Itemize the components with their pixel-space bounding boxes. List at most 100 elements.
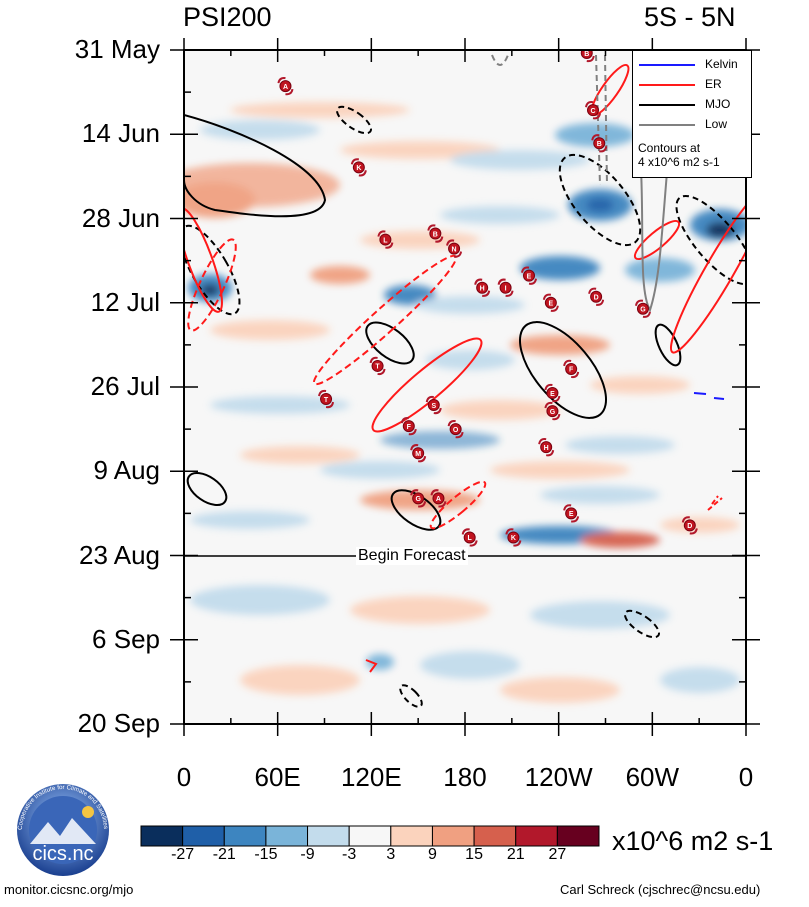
shading-layer — [184, 102, 746, 703]
storm-marker: E — [542, 293, 559, 312]
x-tick-label: 120E — [340, 762, 402, 792]
storm-marker: A — [277, 76, 294, 96]
storm-marker: N — [446, 239, 463, 258]
colorbar — [140, 825, 600, 847]
legend: Kelvin ER MJO Low Contours at 4 x10^6 m2… — [632, 50, 752, 178]
storm-marker: B — [427, 224, 444, 243]
storm-label: G — [550, 409, 556, 416]
colorbar-swatch — [223, 825, 267, 847]
colorbar-label: -27 — [171, 846, 195, 863]
y-tick-label: 20 Sep — [77, 708, 160, 738]
storm-marker: G — [410, 489, 427, 508]
mjo-contour — [365, 321, 415, 365]
storm-marker: D — [588, 287, 605, 306]
storm-marker: T — [318, 389, 335, 409]
storm-marker: L — [377, 230, 394, 249]
mjo-contour-negative — [335, 105, 373, 135]
y-tick-label: 28 Jun — [81, 202, 160, 233]
x-tick-label: 180 — [443, 762, 487, 792]
storm-marker: C — [585, 101, 601, 120]
storm-marker: E — [521, 266, 537, 285]
storm-label: F — [569, 367, 574, 374]
er-contour — [633, 219, 681, 261]
storm-label: G — [640, 307, 646, 314]
colorbar-swatch — [390, 825, 433, 847]
storm-label: S — [431, 403, 436, 410]
mjo-contour-negative — [399, 684, 423, 708]
colorbar-swatch — [182, 825, 225, 847]
er-contour-negative — [707, 495, 723, 511]
storm-label: O — [453, 427, 459, 434]
er-contour — [669, 186, 746, 354]
y-tick-label: 31 May — [74, 34, 160, 64]
colorbar-label: 3 — [386, 846, 396, 863]
storm-marker: O — [447, 419, 464, 439]
storm-label: D — [594, 295, 599, 302]
storm-label: I — [505, 286, 507, 293]
storm-marker: B — [591, 134, 608, 153]
er-contour — [184, 207, 223, 313]
mjo-contour — [186, 472, 228, 506]
low-contour — [491, 54, 509, 66]
storm-marker: K — [505, 528, 522, 547]
mjo-contour — [518, 321, 608, 419]
kelvin-contour — [693, 392, 707, 395]
colorbar-label: 9 — [428, 846, 437, 863]
storm-label: E — [549, 301, 554, 308]
chart-title-left: PSI200 — [183, 2, 272, 32]
er-contour — [365, 659, 378, 673]
colorbar-label: 27 — [548, 846, 567, 863]
colorbar-label: 15 — [465, 846, 483, 863]
mjo-contour-negative — [558, 153, 642, 247]
storm-label: A — [283, 84, 288, 91]
begin-forecast-label: Begin Forecast — [356, 547, 468, 565]
storm-marker: H — [538, 438, 555, 457]
x-tick-label: 60W — [625, 762, 680, 792]
storm-marker: A — [430, 489, 447, 508]
colorbar-swatch — [307, 825, 350, 847]
storm-label: N — [452, 246, 457, 253]
logo-text: cics.nc — [32, 843, 93, 865]
storm-marker: D — [681, 516, 698, 535]
storm-label: M — [415, 451, 421, 458]
colorbar-label: 21 — [506, 846, 525, 863]
storm-label: E — [569, 511, 574, 518]
er-contour-negative — [429, 480, 487, 530]
storm-marker: I — [497, 278, 514, 297]
er-contour — [371, 337, 483, 433]
storm-label: T — [324, 397, 329, 404]
storm-marker: G — [544, 401, 561, 421]
storm-label: D — [687, 523, 692, 530]
storm-label: H — [544, 445, 549, 452]
colorbar-swatch — [556, 825, 600, 847]
colorbar-swatch — [473, 825, 517, 847]
storm-markers: A K L B N E H I E D G T T S F O F E G H M G A E L K D B C B — [277, 50, 698, 547]
y-tick-label: 14 Jun — [81, 118, 160, 149]
chart-title-right: 5S - 5N — [644, 2, 736, 32]
storm-marker: F — [563, 359, 580, 379]
legend-note: Contours at 4 x10^6 m2 s-1 — [638, 141, 720, 169]
colorbar-swatch — [348, 825, 392, 847]
y-tick-label: 23 Aug — [79, 539, 160, 570]
x-tick-label: 0 — [738, 762, 754, 792]
storm-label: E — [527, 273, 532, 280]
y-tick-label: 9 Aug — [93, 455, 160, 486]
storm-label: B — [584, 51, 589, 58]
x-tick-label: 120W — [524, 762, 593, 792]
storm-marker: M — [410, 444, 427, 463]
x-tick-label: 0 — [176, 762, 192, 792]
storm-label: L — [468, 535, 473, 542]
storm-label: B — [597, 141, 602, 148]
colorbar-unit: x10^6 m2 s-1 — [612, 826, 774, 856]
storm-marker: F — [400, 416, 417, 436]
storm-marker: B — [579, 50, 595, 63]
storm-marker: T — [369, 356, 386, 376]
y-tick-label: 26 Jul — [90, 371, 160, 401]
storm-marker: K — [350, 158, 367, 177]
x-tick-label: 60E — [254, 762, 301, 792]
storm-marker: E — [544, 383, 561, 403]
y-tick-label: 6 Sep — [92, 623, 160, 654]
low-contour — [595, 54, 601, 186]
er-contour-negative — [187, 238, 237, 332]
colorbar-label: -15 — [254, 846, 278, 863]
